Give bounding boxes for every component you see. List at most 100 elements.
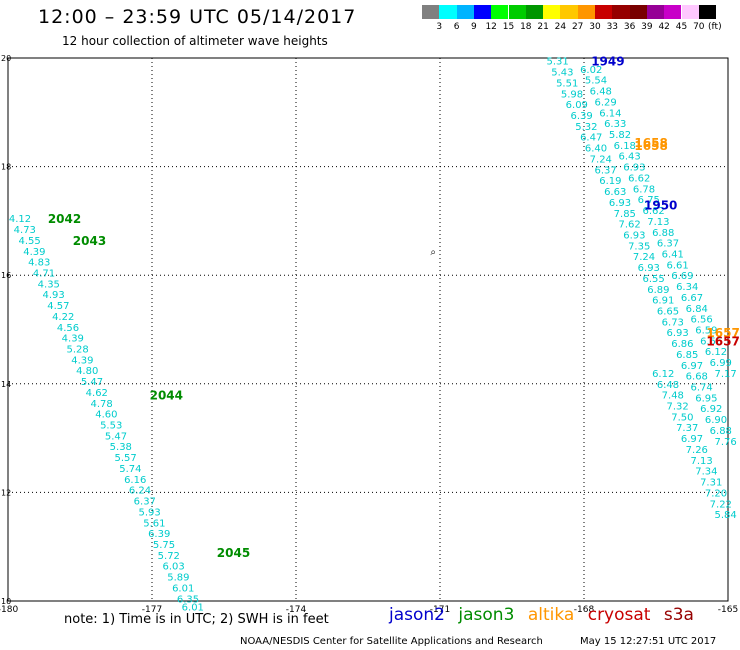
swh-label-east-c: 7.34: [695, 467, 717, 478]
colorbar-label: 15: [502, 22, 515, 32]
swh-label-east-b: 6.99: [710, 358, 732, 369]
swh-label-east-b: 6.18: [614, 141, 636, 152]
island-icon: ⌕: [430, 247, 436, 258]
y-tick-label: 14: [1, 380, 11, 389]
swh-label-west: 4.39: [62, 334, 84, 345]
swh-label-east-b: 6.93: [623, 163, 645, 174]
swh-label-east-a: 6.74: [690, 383, 712, 394]
colorbar-swatch: [681, 5, 699, 19]
swh-label-east-a: 6.90: [705, 415, 727, 426]
swh-label-east-b: 6.41: [662, 249, 684, 260]
colorbar-swatch: [577, 5, 595, 19]
time-label: 1950: [644, 199, 677, 213]
swh-label-west: 5.93: [138, 507, 160, 518]
swh-label-west: 5.89: [167, 573, 189, 584]
colorbar-swatch: [629, 5, 647, 19]
swh-label-west: 4.57: [47, 301, 69, 312]
page-subtitle: 12 hour collection of altimeter wave hei…: [62, 34, 328, 48]
swh-label-east-c: 7.50: [671, 412, 693, 423]
swh-label-west: 4.71: [33, 268, 55, 279]
colorbar-swatch: [698, 5, 717, 19]
swh-label-east-a: 5.51: [556, 78, 578, 89]
swh-label-east-c: 6.12: [652, 369, 674, 380]
time-label: 1658: [634, 139, 667, 153]
colorbar-label: 42: [658, 22, 670, 32]
swh-label-west: 5.28: [66, 345, 88, 356]
time-label: 1949: [591, 55, 624, 69]
swh-label-east-a: 5.32: [575, 122, 597, 133]
time-label: 1657: [706, 326, 739, 340]
colorbar-label: 70: [693, 22, 705, 32]
swh-label-west: 4.12: [9, 214, 31, 225]
swh-label-east-a: 5.98: [561, 89, 583, 100]
swh-label-west: 5.47: [81, 377, 103, 388]
swh-label-east-b: 6.34: [676, 282, 698, 293]
swh-label-east-b: 6.62: [642, 206, 664, 217]
footer-note: note: 1) Time is in UTC; 2) SWH is in fe…: [64, 612, 329, 627]
x-tick-label: -174: [286, 605, 307, 615]
colorbar-swatch: [525, 5, 544, 19]
swh-label-east-a: 6.73: [662, 317, 684, 328]
colorbar-swatch: [646, 5, 665, 19]
swh-label-east-b: 7.13: [647, 217, 669, 228]
swh-label-east-a: 6.97: [681, 361, 703, 372]
swh-label-east-b: 6.48: [590, 87, 612, 98]
swh-label-east-a: 7.24: [590, 154, 612, 165]
swh-label-east-b: 6.29: [594, 97, 616, 108]
swh-label-west: 5.53: [100, 421, 122, 432]
time-label: 2043: [73, 234, 106, 248]
colorbar-swatch: [422, 5, 440, 19]
swh-label-east-b: 6.88: [652, 228, 674, 239]
swh-label-east-a: 6.92: [700, 404, 722, 415]
colorbar-label: 3: [436, 22, 443, 32]
colorbar-swatch: [473, 5, 492, 19]
time-label: 1658: [634, 136, 667, 150]
swh-label-east-b: 5.82: [609, 130, 631, 141]
swh-label-west: 6.35: [177, 594, 199, 605]
colorbar-label: 21: [537, 22, 549, 32]
swh-label-west: 4.39: [23, 247, 45, 258]
colorbar-label: 6: [453, 22, 460, 32]
swh-label-east-c: 7.48: [662, 391, 684, 402]
swh-label-east-a: 7.85: [614, 209, 636, 220]
colorbar-label: 9: [471, 22, 477, 32]
swh-label-east-a: 7.62: [618, 220, 640, 231]
swh-label-east-b: 6.56: [690, 315, 712, 326]
swh-label-east-b: 6.43: [618, 152, 640, 163]
swh-label-east-c: 6.48: [657, 380, 679, 391]
y-tick-label: 10: [1, 597, 11, 606]
swh-label-east-a: 6.47: [580, 133, 602, 144]
legend-jason2: jason2: [389, 605, 445, 625]
legend-cryosat: cryosat: [587, 605, 651, 625]
legend-jason3: jason3: [458, 605, 515, 625]
y-tick-label: 18: [1, 163, 11, 172]
swh-label-west: 6.39: [148, 529, 170, 540]
swh-label-east-a: 6.39: [570, 111, 592, 122]
swh-label-east-b: 6.37: [657, 239, 679, 250]
swh-label-east-b: 6.67: [681, 293, 703, 304]
legend-s3a: s3a: [663, 605, 694, 625]
swh-label-east-a: 6.89: [647, 285, 669, 296]
swh-label-east-a: 6.40: [585, 144, 607, 155]
y-tick-label: 12: [1, 488, 11, 497]
swh-label-west: 5.72: [158, 551, 180, 562]
colorbar-label: 33: [606, 22, 619, 32]
time-label: 2044: [150, 389, 183, 403]
colorbar-label: 12: [485, 22, 497, 32]
swh-label-west: 4.78: [90, 399, 112, 410]
swh-label-east-c: 7.26: [686, 445, 708, 456]
swh-label-east-a: 7.35: [628, 241, 650, 252]
x-tick-label: -180: [0, 605, 18, 615]
colorbar-label: 30: [589, 22, 601, 32]
colorbar-label: 36: [623, 22, 636, 32]
swh-label-west: 4.80: [76, 366, 98, 377]
swh-label-east-c: 7.13: [690, 456, 712, 467]
swh-label-east-b: 6.61: [666, 260, 688, 271]
colorbar-swatch: [612, 5, 630, 19]
swh-label-east-a: 6.09: [566, 100, 588, 111]
swh-label-west: 6.16: [124, 475, 146, 486]
satellite-legend: jason2 jason3 altika cryosat s3a: [389, 605, 702, 625]
swh-label-west: 6.37: [134, 497, 156, 508]
swh-label-east-c: 7.22: [710, 499, 732, 510]
swh-label-east-b: 6.56: [700, 336, 722, 347]
